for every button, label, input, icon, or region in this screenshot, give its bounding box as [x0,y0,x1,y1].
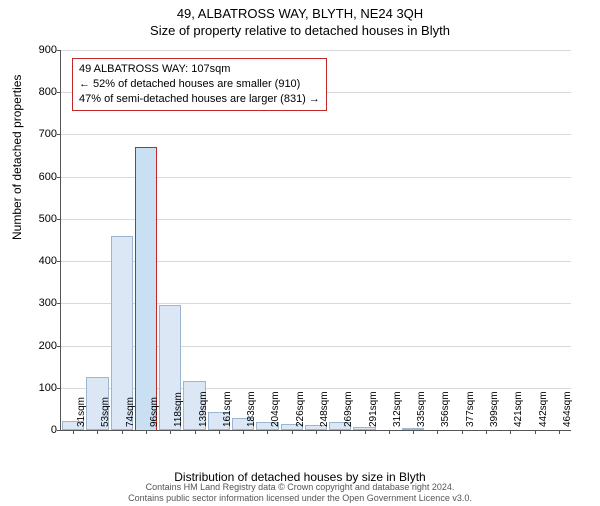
y-tick [57,177,61,178]
y-tick [57,346,61,347]
x-tick-label: 399sqm [489,391,500,427]
x-tick [389,430,390,434]
x-tick [97,430,98,434]
x-tick-label: 442sqm [538,391,549,427]
y-tick-label: 100 [23,382,57,394]
y-tick [57,134,61,135]
annotation-line2: ← 52% of detached houses are smaller (91… [79,77,320,92]
y-tick-label: 0 [23,424,57,436]
y-axis-title: Number of detached properties [10,75,24,240]
gridline [61,50,571,51]
x-tick [73,430,74,434]
annotation-line3: 47% of semi-detached houses are larger (… [79,92,320,107]
x-tick [486,430,487,434]
x-tick [413,430,414,434]
y-tick [57,92,61,93]
x-tick [243,430,244,434]
highlighted-bar [135,147,157,430]
y-tick-label: 700 [23,128,57,140]
x-tick-label: 226sqm [295,391,306,427]
annotation-line1: 49 ALBATROSS WAY: 107sqm [79,62,320,77]
y-tick-label: 300 [23,297,57,309]
x-tick [316,430,317,434]
annotation-box: 49 ALBATROSS WAY: 107sqm ← 52% of detach… [72,58,327,111]
footer-line1: Contains HM Land Registry data © Crown c… [0,482,600,493]
page-title-subtitle: Size of property relative to detached ho… [0,23,600,38]
x-tick [510,430,511,434]
x-tick-label: 312sqm [392,391,403,427]
y-tick-label: 200 [23,340,57,352]
y-tick-label: 600 [23,171,57,183]
x-tick [195,430,196,434]
y-tick [57,388,61,389]
x-tick [267,430,268,434]
y-tick-label: 500 [23,213,57,225]
y-tick [57,261,61,262]
page-title-address: 49, ALBATROSS WAY, BLYTH, NE24 3QH [0,6,600,21]
gridline [61,134,571,135]
x-tick-label: 464sqm [562,391,573,427]
y-tick-label: 400 [23,255,57,267]
x-tick [122,430,123,434]
x-tick [535,430,536,434]
y-tick [57,50,61,51]
x-tick [219,430,220,434]
y-tick-label: 900 [23,44,57,56]
x-tick [462,430,463,434]
x-tick-label: 291sqm [368,391,379,427]
x-tick [146,430,147,434]
x-tick [170,430,171,434]
x-tick [365,430,366,434]
x-tick-label: 204sqm [270,391,281,427]
footer-line2: Contains public sector information licen… [0,493,600,504]
x-tick [292,430,293,434]
y-tick [57,303,61,304]
footer-attribution: Contains HM Land Registry data © Crown c… [0,482,600,504]
x-tick-label: 335sqm [416,391,427,427]
y-tick [57,219,61,220]
x-tick-label: 421sqm [513,391,524,427]
x-tick-label: 269sqm [343,391,354,427]
x-tick [437,430,438,434]
x-tick [340,430,341,434]
x-tick-label: 356sqm [440,391,451,427]
y-tick [57,430,61,431]
x-tick-label: 377sqm [465,391,476,427]
x-tick [559,430,560,434]
y-tick-label: 800 [23,86,57,98]
